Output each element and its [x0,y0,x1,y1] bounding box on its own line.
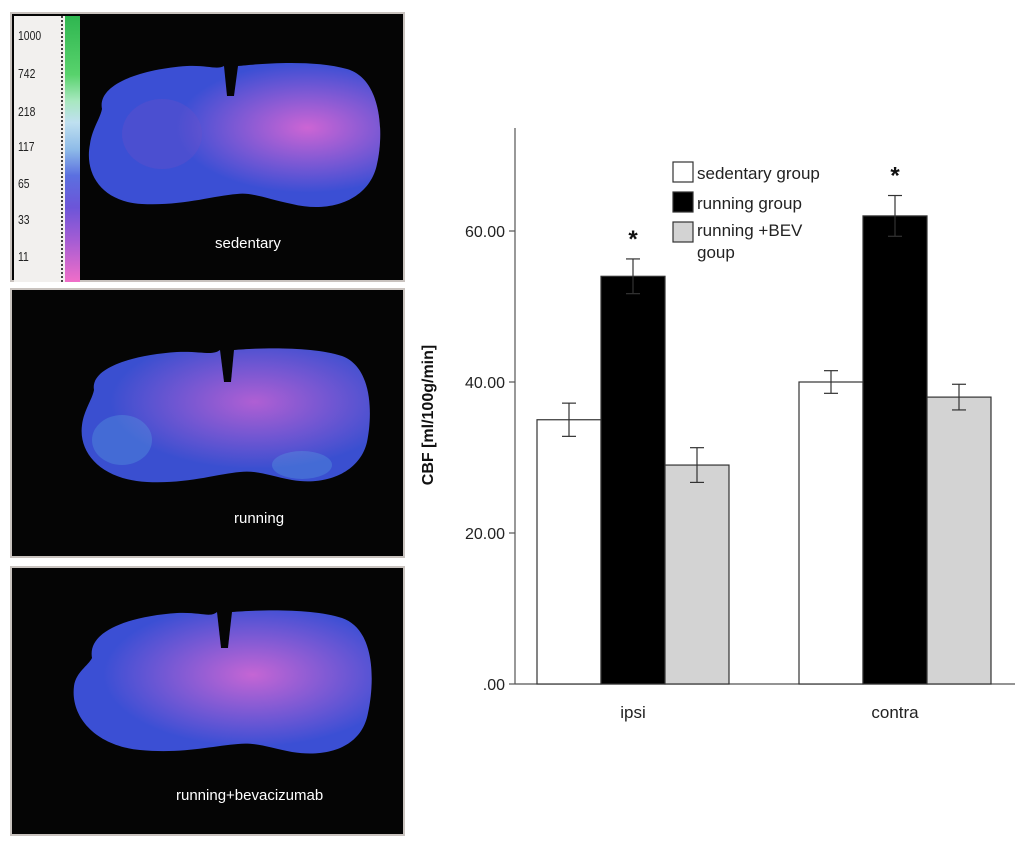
bar-ipsi-2 [664,464,730,685]
panel-label-running-bevacizumab: running+bevacizumab [176,787,324,804]
legend-swatch-2 [672,221,694,243]
bar-ipsi-0 [536,419,602,685]
y-axis-title: CBF [ml/100g/min] [420,345,437,485]
cbf-bar-chart: .00 20.00 40.00 60.00 CBF [ml/100g/min] * ipsi… [420,128,1015,722]
significance-marker-contra: * [890,163,900,190]
legend-label-2-line2: goup [697,243,735,262]
panel-sedentary: 1000 742 218 117 65 33 11 sedentary [10,12,405,282]
bar-contra-1 [862,215,928,685]
bar-contra-0 [798,381,864,685]
legend-swatch-0 [672,161,694,183]
color-scale-legend: 1000 742 218 117 65 33 11 [14,16,80,282]
y-tick-label: 40.00 [465,375,505,392]
panel-label-running: running [234,510,285,527]
color-scale-dotted-edge [61,16,65,282]
panel-label-sedentary: sedentary [215,235,281,252]
legend-label-1: running group [697,194,802,213]
scale-tick-742: 742 [18,66,36,81]
brain-slice-sedentary [88,62,381,208]
scale-tick-218: 218 [18,104,36,119]
scale-tick-11: 11 [18,249,29,264]
legend-label-0: sedentary group [697,164,820,183]
y-tick-label: 20.00 [465,526,505,543]
panel-running: running [10,288,405,558]
panel-running-bevacizumab: running+bevacizumab [10,566,405,836]
legend-label-2: running +BEV [697,221,803,240]
color-scale-strip [65,16,80,282]
scale-tick-117: 117 [18,139,35,154]
bar-ipsi-1 [600,275,666,685]
scale-tick-1000: 1000 [18,28,42,43]
x-category-label-ipsi: ipsi [620,703,646,722]
y-tick-label: 60.00 [465,224,505,241]
significance-marker-ipsi: * [628,226,638,253]
brain-slice-running [81,348,370,483]
legend-swatch-1 [672,191,694,213]
y-tick-label: .00 [483,677,505,694]
scale-tick-33: 33 [18,212,30,227]
x-category-label-contra: contra [871,703,919,722]
brain-slice-running-bevacizumab [73,610,372,754]
scale-tick-65: 65 [18,176,30,191]
bar-contra-2 [926,396,992,685]
